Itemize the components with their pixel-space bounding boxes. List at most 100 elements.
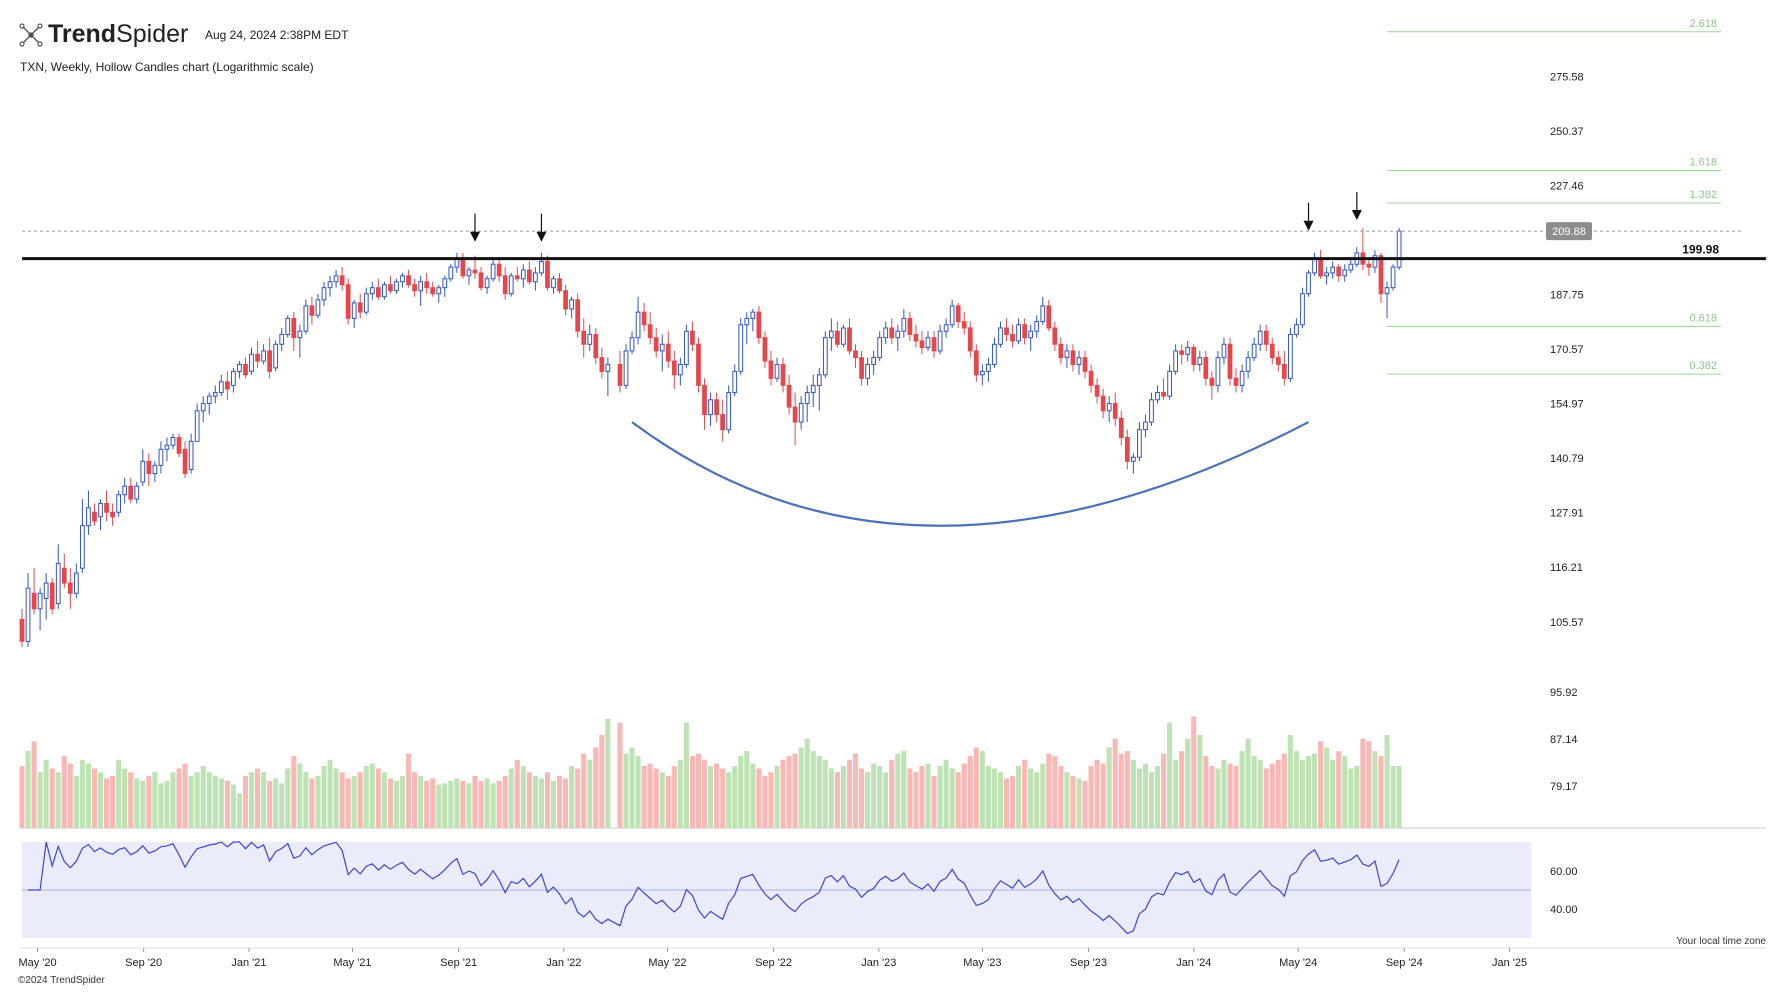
- candle-body: [563, 290, 568, 310]
- volume-bar: [1161, 753, 1167, 828]
- candle-body: [702, 384, 707, 416]
- candle: [73, 563, 79, 599]
- candle-body: [931, 337, 937, 352]
- candle-body: [659, 343, 665, 352]
- candle: [1342, 264, 1348, 282]
- candle: [1215, 350, 1221, 393]
- volume-bar: [973, 747, 979, 828]
- candle-body: [122, 485, 128, 496]
- candle-body: [31, 592, 37, 610]
- candle: [327, 275, 333, 297]
- volume-bar: [1305, 756, 1312, 828]
- candle-body: [575, 299, 581, 332]
- candle: [116, 490, 122, 517]
- candle: [937, 324, 943, 355]
- candle: [424, 272, 430, 294]
- candle-body: [925, 337, 931, 349]
- candle: [1076, 350, 1082, 375]
- volume-bar: [496, 780, 502, 828]
- volume-bar: [273, 778, 279, 828]
- volume-bar: [828, 768, 834, 828]
- candle-body: [514, 275, 520, 280]
- volume-bar: [514, 759, 520, 828]
- candle: [315, 293, 321, 319]
- candle: [581, 318, 587, 358]
- volume-bar: [925, 763, 931, 828]
- volume-bar: [1142, 763, 1148, 828]
- candle: [943, 318, 949, 338]
- candle-body: [714, 399, 719, 416]
- candle-body: [61, 567, 67, 584]
- candle-body: [696, 343, 701, 386]
- volume-bar: [961, 763, 967, 828]
- down-arrow-icon: [536, 213, 547, 242]
- candle-body: [1330, 266, 1336, 274]
- candle: [871, 350, 877, 375]
- candle: [1239, 364, 1245, 393]
- candle: [720, 399, 726, 442]
- volume-bar: [158, 783, 164, 828]
- volume-bar: [714, 763, 720, 828]
- candle-body: [224, 381, 230, 390]
- volume-bar: [333, 768, 339, 828]
- volume-bar: [557, 775, 563, 828]
- candle-body: [1100, 395, 1106, 412]
- volume-bar: [1245, 738, 1251, 828]
- volume-bar: [430, 778, 436, 828]
- candle: [901, 309, 907, 338]
- candle: [714, 392, 719, 423]
- candle-body: [1173, 350, 1179, 372]
- volume-bar: [732, 766, 738, 828]
- price-tick-label: 227.46: [1550, 180, 1584, 192]
- volume-bar: [599, 735, 605, 828]
- volume-bar: [883, 772, 889, 828]
- candle: [1366, 258, 1372, 276]
- candle: [665, 331, 671, 368]
- volume-bar: [297, 763, 303, 828]
- time-tick-label: May '23: [963, 957, 1001, 969]
- candle: [1034, 315, 1040, 338]
- candle: [508, 272, 514, 297]
- volume-bar: [1034, 772, 1040, 828]
- candle-body: [526, 269, 532, 283]
- candle: [309, 296, 315, 325]
- candle-body: [684, 330, 689, 365]
- volume-bar: [91, 768, 98, 828]
- candle-body: [478, 272, 484, 289]
- candle-body: [388, 284, 393, 292]
- candle-body: [430, 287, 436, 295]
- candle-body: [273, 343, 279, 369]
- volume-bar: [623, 753, 629, 828]
- price-tick-label: 105.57: [1550, 617, 1584, 629]
- brand-name: TrendSpider: [48, 20, 188, 49]
- candle: [539, 252, 544, 276]
- volume-bar: [466, 783, 472, 828]
- volume-bar: [67, 763, 73, 828]
- candle-body: [889, 327, 895, 339]
- volume-bar: [1070, 775, 1076, 828]
- candle: [140, 449, 146, 487]
- volume-bar: [641, 766, 647, 828]
- volume-bar: [1233, 766, 1239, 828]
- volume-bar: [140, 780, 146, 828]
- volume-bar: [798, 747, 804, 828]
- candle-body: [581, 330, 587, 345]
- volume-bar: [1040, 763, 1046, 828]
- candle-body: [901, 317, 907, 332]
- candle: [1300, 287, 1305, 328]
- candle: [1082, 350, 1088, 379]
- candle: [726, 385, 732, 434]
- candle: [883, 321, 889, 345]
- candle: [1100, 388, 1106, 419]
- candle: [1288, 327, 1293, 382]
- candle: [158, 441, 164, 474]
- volume-bar: [810, 751, 816, 828]
- candle: [37, 588, 43, 631]
- candle: [1088, 364, 1094, 393]
- candle-body: [1197, 357, 1203, 365]
- volume-bar: [708, 766, 714, 828]
- candle: [1209, 371, 1215, 400]
- price-tick-label: 116.21: [1550, 562, 1583, 574]
- candle: [961, 312, 967, 335]
